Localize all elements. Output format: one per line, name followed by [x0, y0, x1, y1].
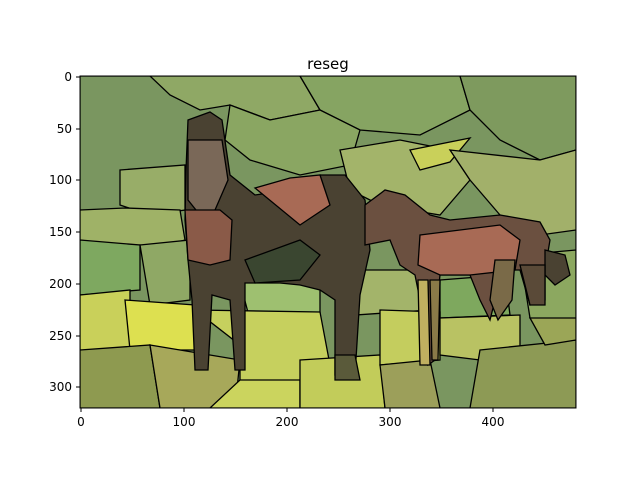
right-horse-leg: [489, 259, 516, 322]
ground-segment: [379, 359, 441, 408]
x-tick-label: 0: [77, 415, 85, 429]
left-horse-flank: [253, 174, 331, 226]
canopy-segment: [80, 239, 141, 296]
ground-segment: [209, 379, 301, 408]
ground-segment: [469, 339, 576, 408]
x-tick-label: 200: [276, 415, 299, 429]
x-tick-label: 100: [173, 415, 196, 429]
ground-segment: [80, 289, 131, 356]
canopy-segment: [448, 149, 576, 236]
canopy-segment: [119, 164, 186, 216]
ground-segment: [80, 344, 161, 408]
y-tick-label: 0: [64, 70, 72, 84]
y-tick-label: 200: [49, 277, 72, 291]
left-horse-shadow: [244, 239, 321, 284]
figure-title: reseg: [307, 55, 349, 73]
canopy-segment: [409, 137, 472, 171]
y-axis: 0 50 100 150 200 250 300: [49, 70, 80, 394]
ground-segment: [149, 344, 241, 408]
left-horse-hoof: [334, 354, 361, 381]
y-tick-label: 250: [49, 329, 72, 343]
x-tick-label: 400: [482, 415, 505, 429]
ground-segment: [124, 299, 196, 351]
left-horse-neck: [184, 209, 233, 266]
ground-segment: [528, 317, 576, 346]
right-horse-leg: [519, 264, 546, 306]
x-tick-label: 300: [379, 415, 402, 429]
segmented-image: [80, 76, 576, 408]
axes-frame: [79, 75, 577, 409]
y-tick-label: 150: [49, 225, 72, 239]
y-tick-label: 100: [49, 173, 72, 187]
right-horse-leg: [429, 279, 441, 361]
y-tick-label: 300: [49, 380, 72, 394]
canopy-segment: [139, 239, 191, 306]
y-tick-label: 50: [57, 122, 72, 136]
x-axis: 0 100 200 300 400: [77, 408, 504, 429]
right-horse-leg: [417, 279, 431, 366]
